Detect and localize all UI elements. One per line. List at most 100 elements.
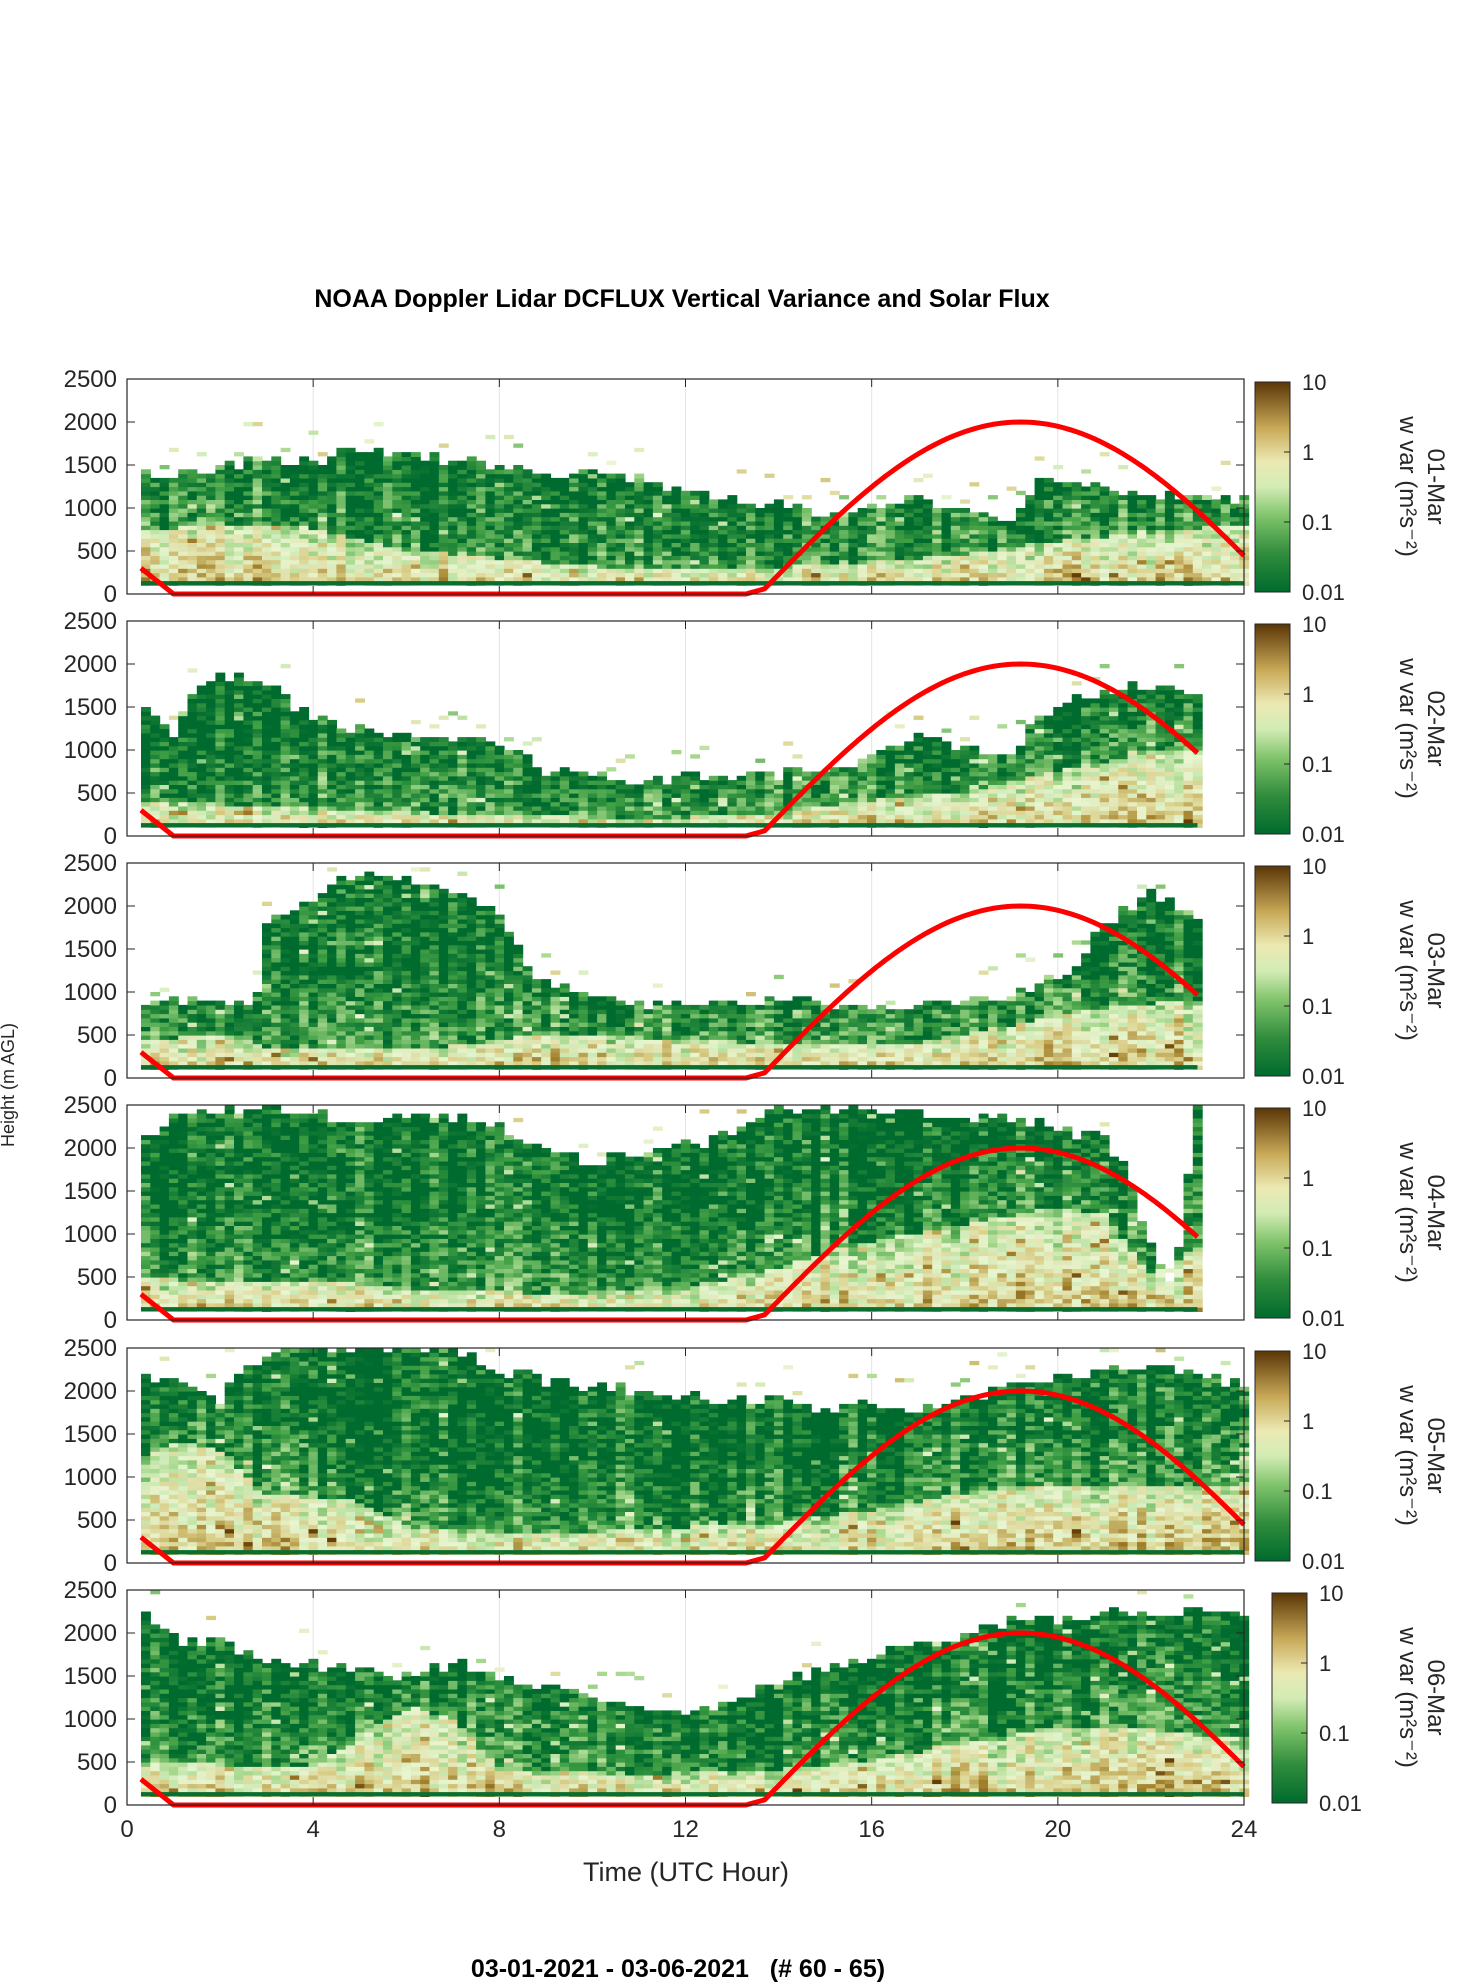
heatmap-cell — [625, 754, 635, 758]
heatmap-cell — [914, 716, 924, 720]
heatmap-cell — [169, 797, 179, 802]
heatmap-cell — [1063, 573, 1073, 578]
heatmap-cell — [262, 686, 272, 691]
heatmap-cell — [1165, 525, 1175, 530]
colorbar: 0.010.1110w var (m²s⁻²) 01-Mar — [1255, 370, 1449, 605]
heatmap-cell — [253, 461, 263, 466]
heatmap-cell — [904, 750, 914, 755]
heatmap-cell — [876, 560, 886, 565]
heatmap-cell — [532, 776, 542, 781]
heatmap-cell — [727, 568, 737, 573]
heatmap-cell — [876, 521, 886, 526]
heatmap-cell — [811, 521, 821, 526]
heatmap-cell — [476, 780, 486, 785]
heatmap-cell — [1184, 521, 1194, 526]
heatmap-cell — [579, 789, 589, 794]
heatmap-cell — [1230, 508, 1240, 513]
heatmap-cell — [299, 806, 309, 811]
heatmap-cell — [467, 767, 477, 772]
heatmap-cell — [476, 538, 486, 543]
heatmap-cell — [1044, 759, 1054, 764]
heatmap-cell — [160, 547, 170, 552]
heatmap-cell — [951, 512, 961, 517]
heatmap-cell — [309, 564, 319, 569]
heatmap-cell — [141, 482, 151, 487]
heatmap-cell — [551, 542, 561, 547]
heatmap-cell — [402, 456, 412, 461]
heatmap-cell — [485, 784, 495, 789]
heatmap-cell — [346, 797, 356, 802]
heatmap-cell — [1202, 542, 1212, 547]
heatmap-cell — [979, 530, 989, 535]
heatmap-cell — [271, 560, 281, 565]
heatmap-cell — [979, 772, 989, 777]
heatmap-cell — [1053, 555, 1063, 560]
heatmap-cell — [188, 499, 198, 504]
heatmap-cell — [690, 577, 700, 582]
heatmap-cell — [765, 530, 775, 535]
heatmap-cell — [1100, 560, 1110, 565]
heatmap-cell — [383, 521, 393, 526]
heatmap-cell — [271, 810, 281, 815]
heatmap-cell — [188, 767, 198, 772]
heatmap-cell — [597, 508, 607, 513]
heatmap-cell — [1053, 724, 1063, 729]
heatmap-cell — [197, 517, 207, 522]
heatmap-cell — [439, 815, 449, 820]
heatmap-cell — [923, 564, 933, 569]
heatmap-cell — [420, 469, 430, 474]
heatmap-cell — [1035, 568, 1045, 573]
heatmap-cell — [234, 733, 244, 738]
heatmap-cell — [1174, 551, 1184, 556]
heatmap-cell — [737, 806, 747, 811]
heatmap-cell — [1044, 763, 1054, 768]
heatmap-cell — [727, 530, 737, 535]
heatmap-cell — [969, 521, 979, 526]
heatmap-cell — [886, 573, 896, 578]
heatmap-cell — [1044, 555, 1054, 560]
heatmap-cell — [718, 560, 728, 565]
heatmap-cell — [634, 793, 644, 798]
heatmap-cell — [253, 508, 263, 513]
heatmap-cell — [206, 478, 216, 483]
heatmap-cell — [755, 542, 765, 547]
heatmap-cell — [234, 716, 244, 721]
heatmap-cell — [765, 780, 775, 785]
heatmap-cell — [1100, 577, 1110, 582]
heatmap-cell — [364, 759, 374, 764]
heatmap-cell — [783, 538, 793, 543]
heatmap-cell — [700, 517, 710, 522]
heatmap-cell — [215, 698, 225, 703]
heatmap-cell — [225, 797, 235, 802]
heatmap-cell — [299, 577, 309, 582]
heatmap-cell — [997, 819, 1007, 824]
heatmap-cell — [262, 707, 272, 712]
heatmap-cell — [374, 784, 384, 789]
heatmap-cell — [197, 452, 207, 456]
heatmap-cell — [336, 737, 346, 742]
heatmap-cell — [253, 577, 263, 582]
heatmap-cell — [197, 806, 207, 811]
heatmap-cell — [1193, 495, 1203, 500]
heatmap-cell — [1230, 525, 1240, 530]
heatmap-cell — [1016, 551, 1026, 556]
heatmap-cell — [737, 538, 747, 543]
heatmap-cell — [467, 474, 477, 479]
heatmap-cell — [448, 504, 458, 509]
heatmap-cell — [457, 512, 467, 517]
heatmap-cell — [895, 521, 905, 526]
heatmap-cell — [532, 530, 542, 535]
heatmap-cell — [281, 534, 291, 539]
heatmap-cell — [485, 555, 495, 560]
heatmap-cell — [495, 487, 505, 492]
heatmap-cell — [1165, 504, 1175, 509]
heatmap-cell — [1174, 517, 1184, 522]
heatmap-cell — [1025, 733, 1035, 738]
heatmap-cell — [262, 482, 272, 487]
heatmap-cell — [318, 729, 328, 734]
heatmap-cell — [1007, 564, 1017, 569]
heatmap-cell — [271, 456, 281, 461]
heatmap-cell — [681, 776, 691, 781]
heatmap-cell — [430, 547, 440, 552]
heatmap-cell — [1063, 703, 1073, 708]
